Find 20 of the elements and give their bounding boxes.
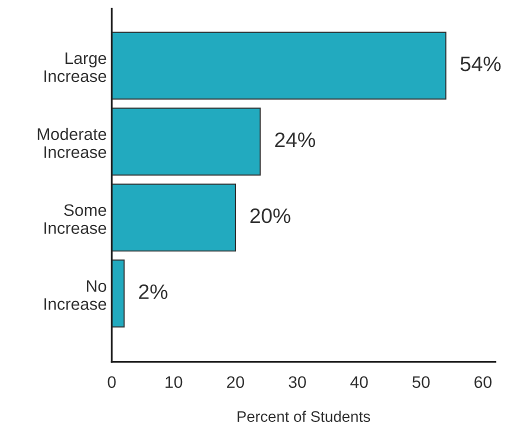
bar: [112, 260, 125, 328]
data-label: 2%: [139, 284, 168, 300]
bar: [112, 108, 261, 176]
y-tick-label: Large Increase: [44, 52, 106, 82]
x-axis-title: Percent of Students: [238, 410, 370, 422]
x-tick-label: 40: [350, 376, 368, 388]
x-tick-label: 10: [166, 376, 182, 388]
x-tick-label: 20: [227, 376, 244, 388]
y-tick-label: No Increase: [44, 280, 106, 310]
data-label: 20%: [250, 208, 290, 224]
bar: [112, 184, 236, 252]
y-tick-label: Some Increase: [44, 204, 106, 234]
y-tick-label: Moderate Increase: [38, 128, 106, 158]
x-tick-label: 30: [288, 376, 306, 388]
data-label: 24%: [275, 132, 316, 148]
data-label: 54%: [460, 56, 501, 72]
bar: [112, 32, 446, 100]
x-tick-label: 0: [108, 376, 116, 388]
x-tick-label: 50: [412, 376, 430, 388]
x-tick-label: 60: [474, 376, 492, 388]
